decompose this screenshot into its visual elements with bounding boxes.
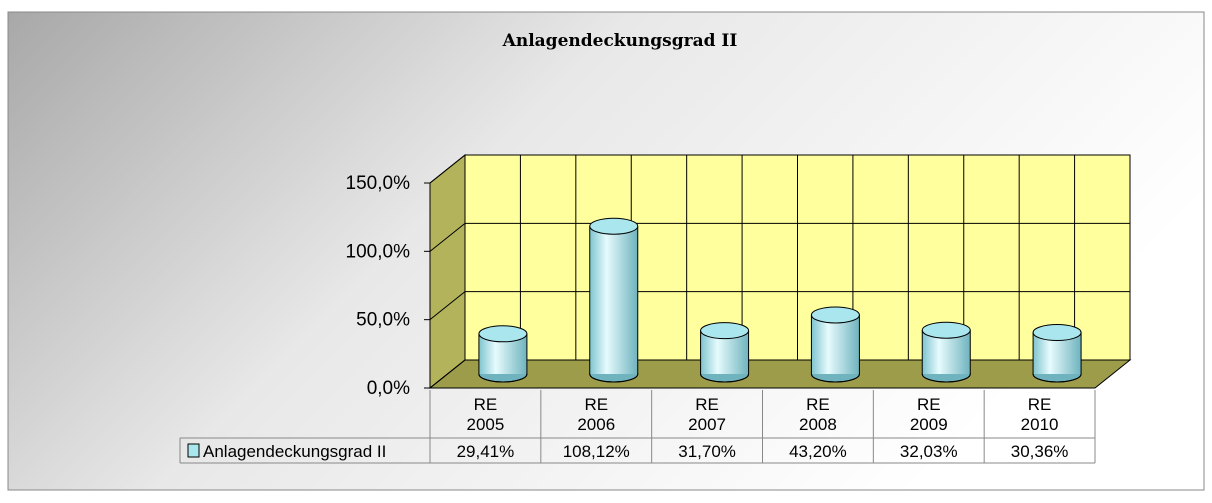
side-wall <box>429 153 466 390</box>
cylinder-bottom-edge <box>589 373 639 383</box>
grid-line <box>429 359 466 389</box>
value-label: 32,03% <box>900 442 958 461</box>
x-tick-label: RE 2009 <box>910 395 948 434</box>
cylinder-top <box>589 217 639 235</box>
cylinder-bottom-edge <box>478 373 528 383</box>
x-tick-label: RE 2007 <box>688 395 726 434</box>
grid-line <box>429 222 466 252</box>
legend-label: Anlagendeckungsgrad II <box>203 442 386 461</box>
y-tick-label: 0,0% <box>367 378 410 399</box>
x-tick-label: RE 2005 <box>467 395 505 434</box>
x-tick-label: RE 2008 <box>799 395 837 434</box>
floor <box>428 359 1132 389</box>
grid-line <box>429 154 466 184</box>
bar <box>589 226 638 374</box>
x-tick-label: RE 2006 <box>577 395 615 434</box>
x-tick-label: RE 2010 <box>1021 395 1059 434</box>
chart-title: Anlagendeckungsgrad II <box>502 31 738 51</box>
cylinder-top <box>478 325 528 343</box>
value-label: 30,36% <box>1011 442 1069 461</box>
grid-line <box>429 291 466 321</box>
cylinder-bottom-edge <box>700 373 750 383</box>
y-tick-label: 100,0% <box>346 241 411 262</box>
y-tick-label: 150,0% <box>346 173 411 194</box>
bar <box>811 314 860 374</box>
value-label: 29,41% <box>457 442 515 461</box>
cylinder-bottom-edge <box>810 373 860 383</box>
value-label: 108,12% <box>563 442 630 461</box>
cylinder-top <box>700 322 750 340</box>
cylinder-top <box>921 321 971 339</box>
cylinder-bottom-edge <box>1032 373 1082 383</box>
legend-swatch <box>187 443 200 458</box>
cylinder-top <box>810 306 860 324</box>
value-label: 31,70% <box>678 442 736 461</box>
value-label: 43,20% <box>789 442 847 461</box>
y-tick-label: 50,0% <box>356 310 410 331</box>
cylinder-top <box>1032 324 1082 342</box>
cylinder-bottom-edge <box>921 373 971 383</box>
